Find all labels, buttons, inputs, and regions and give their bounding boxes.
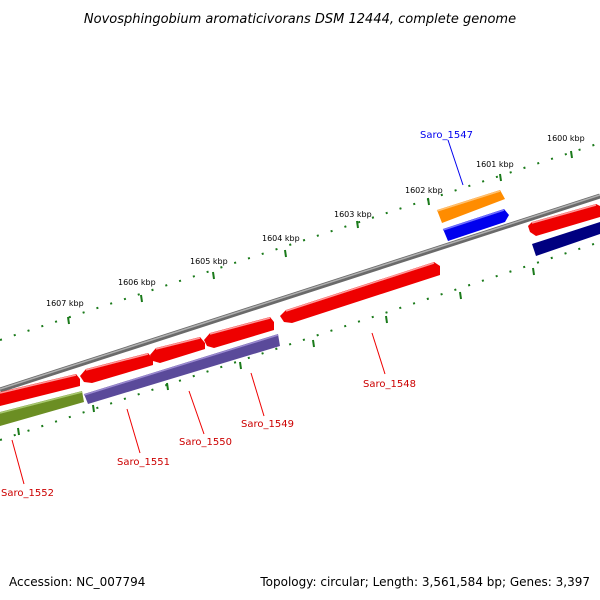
gene-label-saro-1548[interactable]: Saro_1548: [363, 379, 416, 390]
tick-label-1601: 1601 kbp: [476, 160, 514, 169]
leader-lines: [11, 139, 464, 485]
tick-label-1600: 1600 kbp: [547, 134, 585, 143]
tick-label-1606: 1606 kbp: [118, 278, 156, 287]
gene-block-saro-1548[interactable]: [280, 262, 440, 323]
tick-label-1607: 1607 kbp: [46, 299, 84, 308]
gene-block-right-edge[interactable]: [528, 204, 600, 236]
gene-block-saro-1549[interactable]: [204, 317, 274, 348]
gene-block-purple[interactable]: [84, 334, 280, 404]
gene-label-saro-1550[interactable]: Saro_1550: [179, 437, 232, 448]
tick-labels: 1600 kbp 1601 kbp 1602 kbp 1603 kbp 1604…: [46, 134, 585, 308]
inner-tick-track: [0, 241, 600, 441]
gene-block-blue[interactable]: [443, 209, 509, 241]
gene-label-saro-1547[interactable]: Saro_1547: [420, 130, 473, 141]
major-ticks: [67, 150, 573, 325]
tick-label-1603: 1603 kbp: [334, 210, 372, 219]
reverse-genes[interactable]: [0, 190, 600, 426]
tick-label-1602: 1602 kbp: [405, 186, 443, 195]
forward-genes[interactable]: [0, 204, 600, 406]
tick-label-1605: 1605 kbp: [190, 257, 228, 266]
accession-label: Accession: NC_007794: [9, 575, 145, 589]
gene-label-saro-1551[interactable]: Saro_1551: [117, 457, 170, 468]
genome-backbone: [0, 193, 600, 393]
genome-stats-label: Topology: circular; Length: 3,561,584 bp…: [259, 575, 590, 589]
forward-gene-highlights: [0, 204, 597, 394]
gene-label-saro-1552[interactable]: Saro_1552: [1, 488, 54, 499]
gene-block-saro-1552-fwd[interactable]: [0, 374, 80, 406]
gene-block-saro-1551[interactable]: [80, 353, 153, 383]
gene-labels[interactable]: Saro_1547 Saro_1548 Saro_1549 Saro_1550 …: [1, 130, 473, 499]
gene-block-saro-1550[interactable]: [150, 337, 205, 363]
genome-title: Novosphingobium aromaticivorans DSM 1244…: [84, 12, 516, 27]
gene-block-navy[interactable]: [532, 222, 600, 256]
gene-label-saro-1549[interactable]: Saro_1549: [241, 419, 294, 430]
gene-block-orange[interactable]: [437, 190, 505, 223]
tick-label-1604: 1604 kbp: [262, 234, 300, 243]
gene-block-olive[interactable]: [0, 391, 84, 426]
